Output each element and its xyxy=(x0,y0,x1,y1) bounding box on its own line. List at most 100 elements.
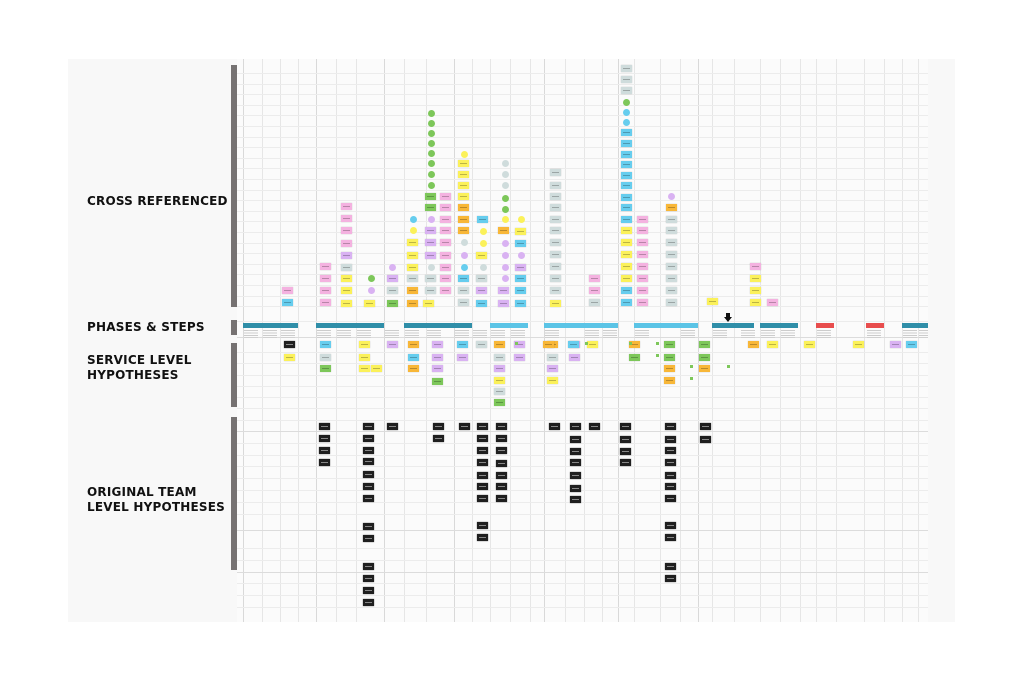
gray-sticky-note[interactable] xyxy=(666,275,677,282)
blue-sticky-note[interactable] xyxy=(621,140,632,147)
purple-sticky-note[interactable] xyxy=(498,287,509,294)
team-hypothesis-note[interactable] xyxy=(570,496,581,503)
purple-dot[interactable] xyxy=(502,275,509,282)
team-hypothesis-note[interactable] xyxy=(665,423,676,430)
yellow-sticky-note[interactable] xyxy=(341,287,352,294)
phase-header[interactable] xyxy=(634,323,698,328)
yellow-sticky-note[interactable] xyxy=(621,227,632,234)
orange-sticky-note[interactable] xyxy=(629,341,640,348)
yellow-sticky-note[interactable] xyxy=(750,287,761,294)
purple-sticky-note[interactable] xyxy=(569,354,580,361)
purple-sticky-note[interactable] xyxy=(476,287,487,294)
team-hypothesis-note[interactable] xyxy=(363,435,374,442)
pink-sticky-note[interactable] xyxy=(637,263,648,270)
pink-sticky-note[interactable] xyxy=(637,251,648,258)
team-hypothesis-note[interactable] xyxy=(477,459,488,466)
team-hypothesis-note[interactable] xyxy=(665,522,676,529)
pink-sticky-note[interactable] xyxy=(767,299,778,306)
gray-sticky-note[interactable] xyxy=(458,299,469,306)
gray-sticky-note[interactable] xyxy=(547,354,558,361)
purple-sticky-note[interactable] xyxy=(341,252,352,259)
blue-sticky-note[interactable] xyxy=(458,275,469,282)
team-hypothesis-note[interactable] xyxy=(363,575,374,582)
team-hypothesis-note[interactable] xyxy=(363,495,374,502)
orange-sticky-note[interactable] xyxy=(408,365,419,372)
team-hypothesis-note[interactable] xyxy=(363,587,374,594)
pink-sticky-note[interactable] xyxy=(637,287,648,294)
gray-sticky-note[interactable] xyxy=(550,204,561,211)
yellow-sticky-note[interactable] xyxy=(284,354,295,361)
purple-sticky-note[interactable] xyxy=(432,354,443,361)
phase-header[interactable] xyxy=(866,323,884,328)
green-dot[interactable] xyxy=(428,120,435,127)
pink-sticky-note[interactable] xyxy=(320,275,331,282)
green-dot[interactable] xyxy=(502,206,509,213)
gray-sticky-note[interactable] xyxy=(666,239,677,246)
team-hypothesis-note[interactable] xyxy=(665,472,676,479)
gray-dot[interactable] xyxy=(461,239,468,246)
team-hypothesis-note[interactable] xyxy=(477,447,488,454)
purple-sticky-note[interactable] xyxy=(387,341,398,348)
pink-sticky-note[interactable] xyxy=(637,275,648,282)
team-hypothesis-note[interactable] xyxy=(363,471,374,478)
gray-dot[interactable] xyxy=(480,264,487,271)
yellow-sticky-note[interactable] xyxy=(476,252,487,259)
pink-sticky-note[interactable] xyxy=(440,239,451,246)
orange-sticky-note[interactable] xyxy=(748,341,759,348)
green-sticky-note[interactable] xyxy=(664,354,675,361)
team-hypothesis-note[interactable] xyxy=(665,483,676,490)
blue-sticky-note[interactable] xyxy=(621,151,632,158)
orange-sticky-note[interactable] xyxy=(458,204,469,211)
pink-sticky-note[interactable] xyxy=(589,287,600,294)
team-hypothesis-note[interactable] xyxy=(319,459,330,466)
orange-sticky-note[interactable] xyxy=(458,216,469,223)
team-hypothesis-note[interactable] xyxy=(665,459,676,466)
team-hypothesis-note[interactable] xyxy=(496,460,507,467)
yellow-sticky-note[interactable] xyxy=(547,377,558,384)
yellow-dot[interactable] xyxy=(410,227,417,234)
blue-sticky-note[interactable] xyxy=(477,216,488,223)
orange-sticky-note[interactable] xyxy=(699,365,710,372)
gray-sticky-note[interactable] xyxy=(425,287,436,294)
phase-header[interactable] xyxy=(544,323,618,328)
yellow-sticky-note[interactable] xyxy=(341,300,352,307)
team-hypothesis-note[interactable] xyxy=(700,436,711,443)
team-hypothesis-note[interactable] xyxy=(549,423,560,430)
blue-sticky-note[interactable] xyxy=(621,129,632,136)
purple-dot[interactable] xyxy=(518,252,525,259)
purple-sticky-note[interactable] xyxy=(432,365,443,372)
green-dot[interactable] xyxy=(428,150,435,157)
gray-sticky-note[interactable] xyxy=(458,287,469,294)
green-dot[interactable] xyxy=(428,171,435,178)
pink-sticky-note[interactable] xyxy=(320,299,331,306)
team-hypothesis-note[interactable] xyxy=(620,436,631,443)
black-sticky-note[interactable] xyxy=(284,341,295,348)
green-dot[interactable] xyxy=(428,182,435,189)
green-dot[interactable] xyxy=(502,195,509,202)
team-hypothesis-note[interactable] xyxy=(665,563,676,570)
gray-dot[interactable] xyxy=(502,160,509,167)
gray-sticky-note[interactable] xyxy=(666,251,677,258)
blue-sticky-note[interactable] xyxy=(515,287,526,294)
purple-dot[interactable] xyxy=(368,287,375,294)
team-hypothesis-note[interactable] xyxy=(387,423,398,430)
team-hypothesis-note[interactable] xyxy=(496,447,507,454)
gray-sticky-note[interactable] xyxy=(494,354,505,361)
yellow-dot[interactable] xyxy=(502,216,509,223)
blue-sticky-note[interactable] xyxy=(320,341,331,348)
team-hypothesis-note[interactable] xyxy=(570,436,581,443)
yellow-sticky-note[interactable] xyxy=(621,239,632,246)
blue-sticky-note[interactable] xyxy=(568,341,579,348)
team-hypothesis-note[interactable] xyxy=(363,447,374,454)
orange-sticky-note[interactable] xyxy=(664,377,675,384)
pink-sticky-note[interactable] xyxy=(440,193,451,200)
blue-sticky-note[interactable] xyxy=(621,287,632,294)
gray-sticky-note[interactable] xyxy=(666,287,677,294)
gray-sticky-note[interactable] xyxy=(341,264,352,271)
team-hypothesis-note[interactable] xyxy=(620,448,631,455)
gray-sticky-note[interactable] xyxy=(621,87,632,94)
gray-sticky-note[interactable] xyxy=(387,287,398,294)
pink-sticky-note[interactable] xyxy=(282,287,293,294)
team-hypothesis-note[interactable] xyxy=(459,423,470,430)
yellow-sticky-note[interactable] xyxy=(550,300,561,307)
